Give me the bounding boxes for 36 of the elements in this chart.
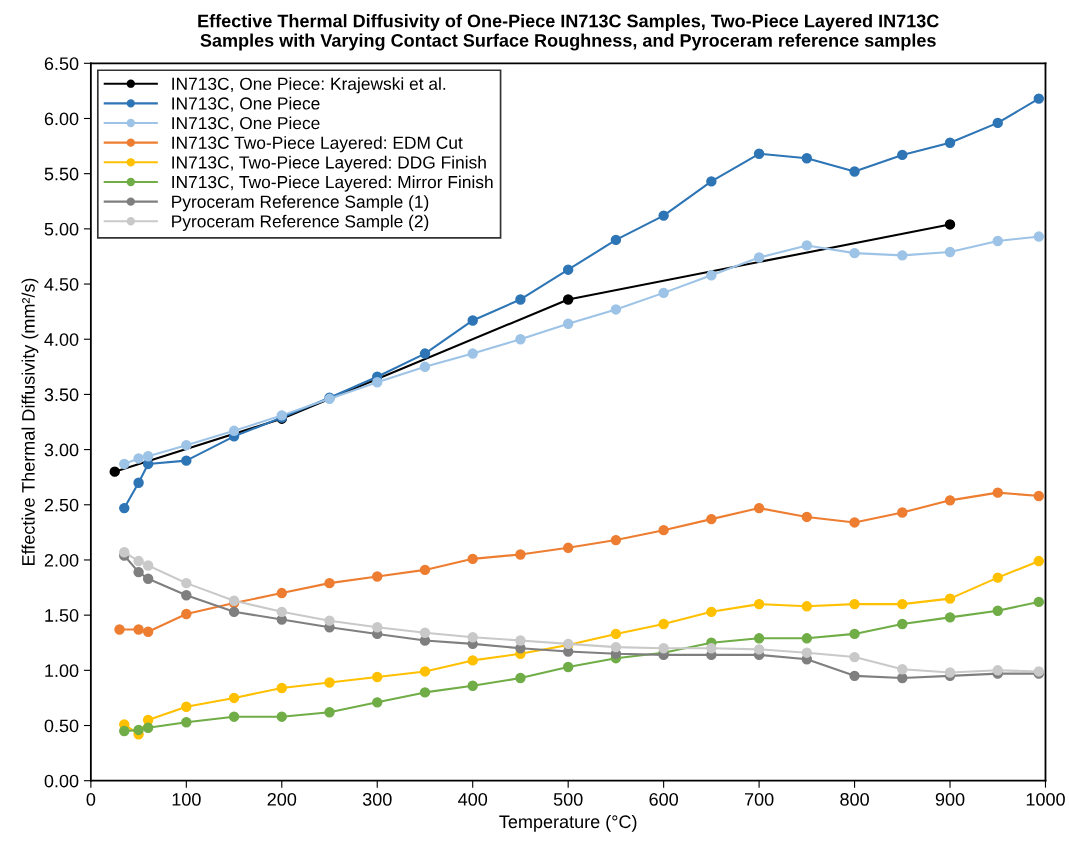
x-tick-label: 400: [458, 792, 488, 806]
x-tick-label: 900: [935, 792, 965, 806]
y-tick-label: 5.00: [44, 222, 79, 236]
x-tick-label: 300: [362, 792, 392, 806]
y-tick-label: 4.00: [44, 333, 79, 346]
legend-label: IN713C, One Piece: Krajewski et al.: [172, 77, 446, 94]
y-tick-label: 2.00: [44, 553, 79, 567]
y-tick-label: 3.00: [44, 443, 79, 457]
x-tick-label: 1000: [1026, 792, 1065, 806]
x-tick-label: 0: [86, 792, 96, 806]
y-tick-label: 1.00: [45, 664, 79, 678]
y-tick-label: 1.50: [45, 609, 79, 622]
chart-title: Effective Thermal Diffusivity of One-Piece IN713C Samples, Two-Piece Layered IN713C Samples with Varying Contact Surface Roughness, and Pyroceram reference samples: [198, 14, 939, 51]
x-axis-title: Temperature (°C): [499, 814, 637, 832]
legend-label: IN713C, One Piece: [172, 96, 320, 112]
legend-label: IN713C, Two-Piece Layered: Mirror Finish: [172, 175, 493, 192]
y-tick-label: 0.50: [44, 719, 79, 733]
x-tick-label: 700: [744, 792, 774, 806]
legend-label: Pyroceram Reference Sample (2): [172, 214, 429, 231]
y-tick-label: 0.00: [44, 774, 79, 788]
x-tick-label: 200: [267, 792, 297, 806]
legend-label: IN713C, One Piece: [172, 116, 320, 132]
legend-label: Pyroceram Reference Sample (1): [172, 195, 429, 212]
y-axis-title: Effective Thermal Diffusivity (mm²/s): [21, 278, 39, 565]
legend-label: IN713C, Two-Piece Layered: DDG Finish: [172, 155, 486, 172]
y-tick-label: 4.50: [44, 277, 79, 291]
x-tick-label: 100: [172, 792, 201, 806]
y-tick-label: 2.50: [44, 498, 79, 512]
legend-label: IN713C Two-Piece Layered: EDM Cut: [172, 136, 463, 153]
y-tick-label: 3.50: [44, 388, 79, 402]
x-tick-label: 500: [553, 792, 583, 806]
y-tick-label: 6.50: [44, 57, 79, 71]
x-tick-label: 600: [649, 792, 678, 806]
y-tick-label: 5.50: [44, 167, 79, 181]
x-tick-label: 800: [840, 792, 869, 806]
y-tick-label: 6.00: [44, 112, 79, 126]
